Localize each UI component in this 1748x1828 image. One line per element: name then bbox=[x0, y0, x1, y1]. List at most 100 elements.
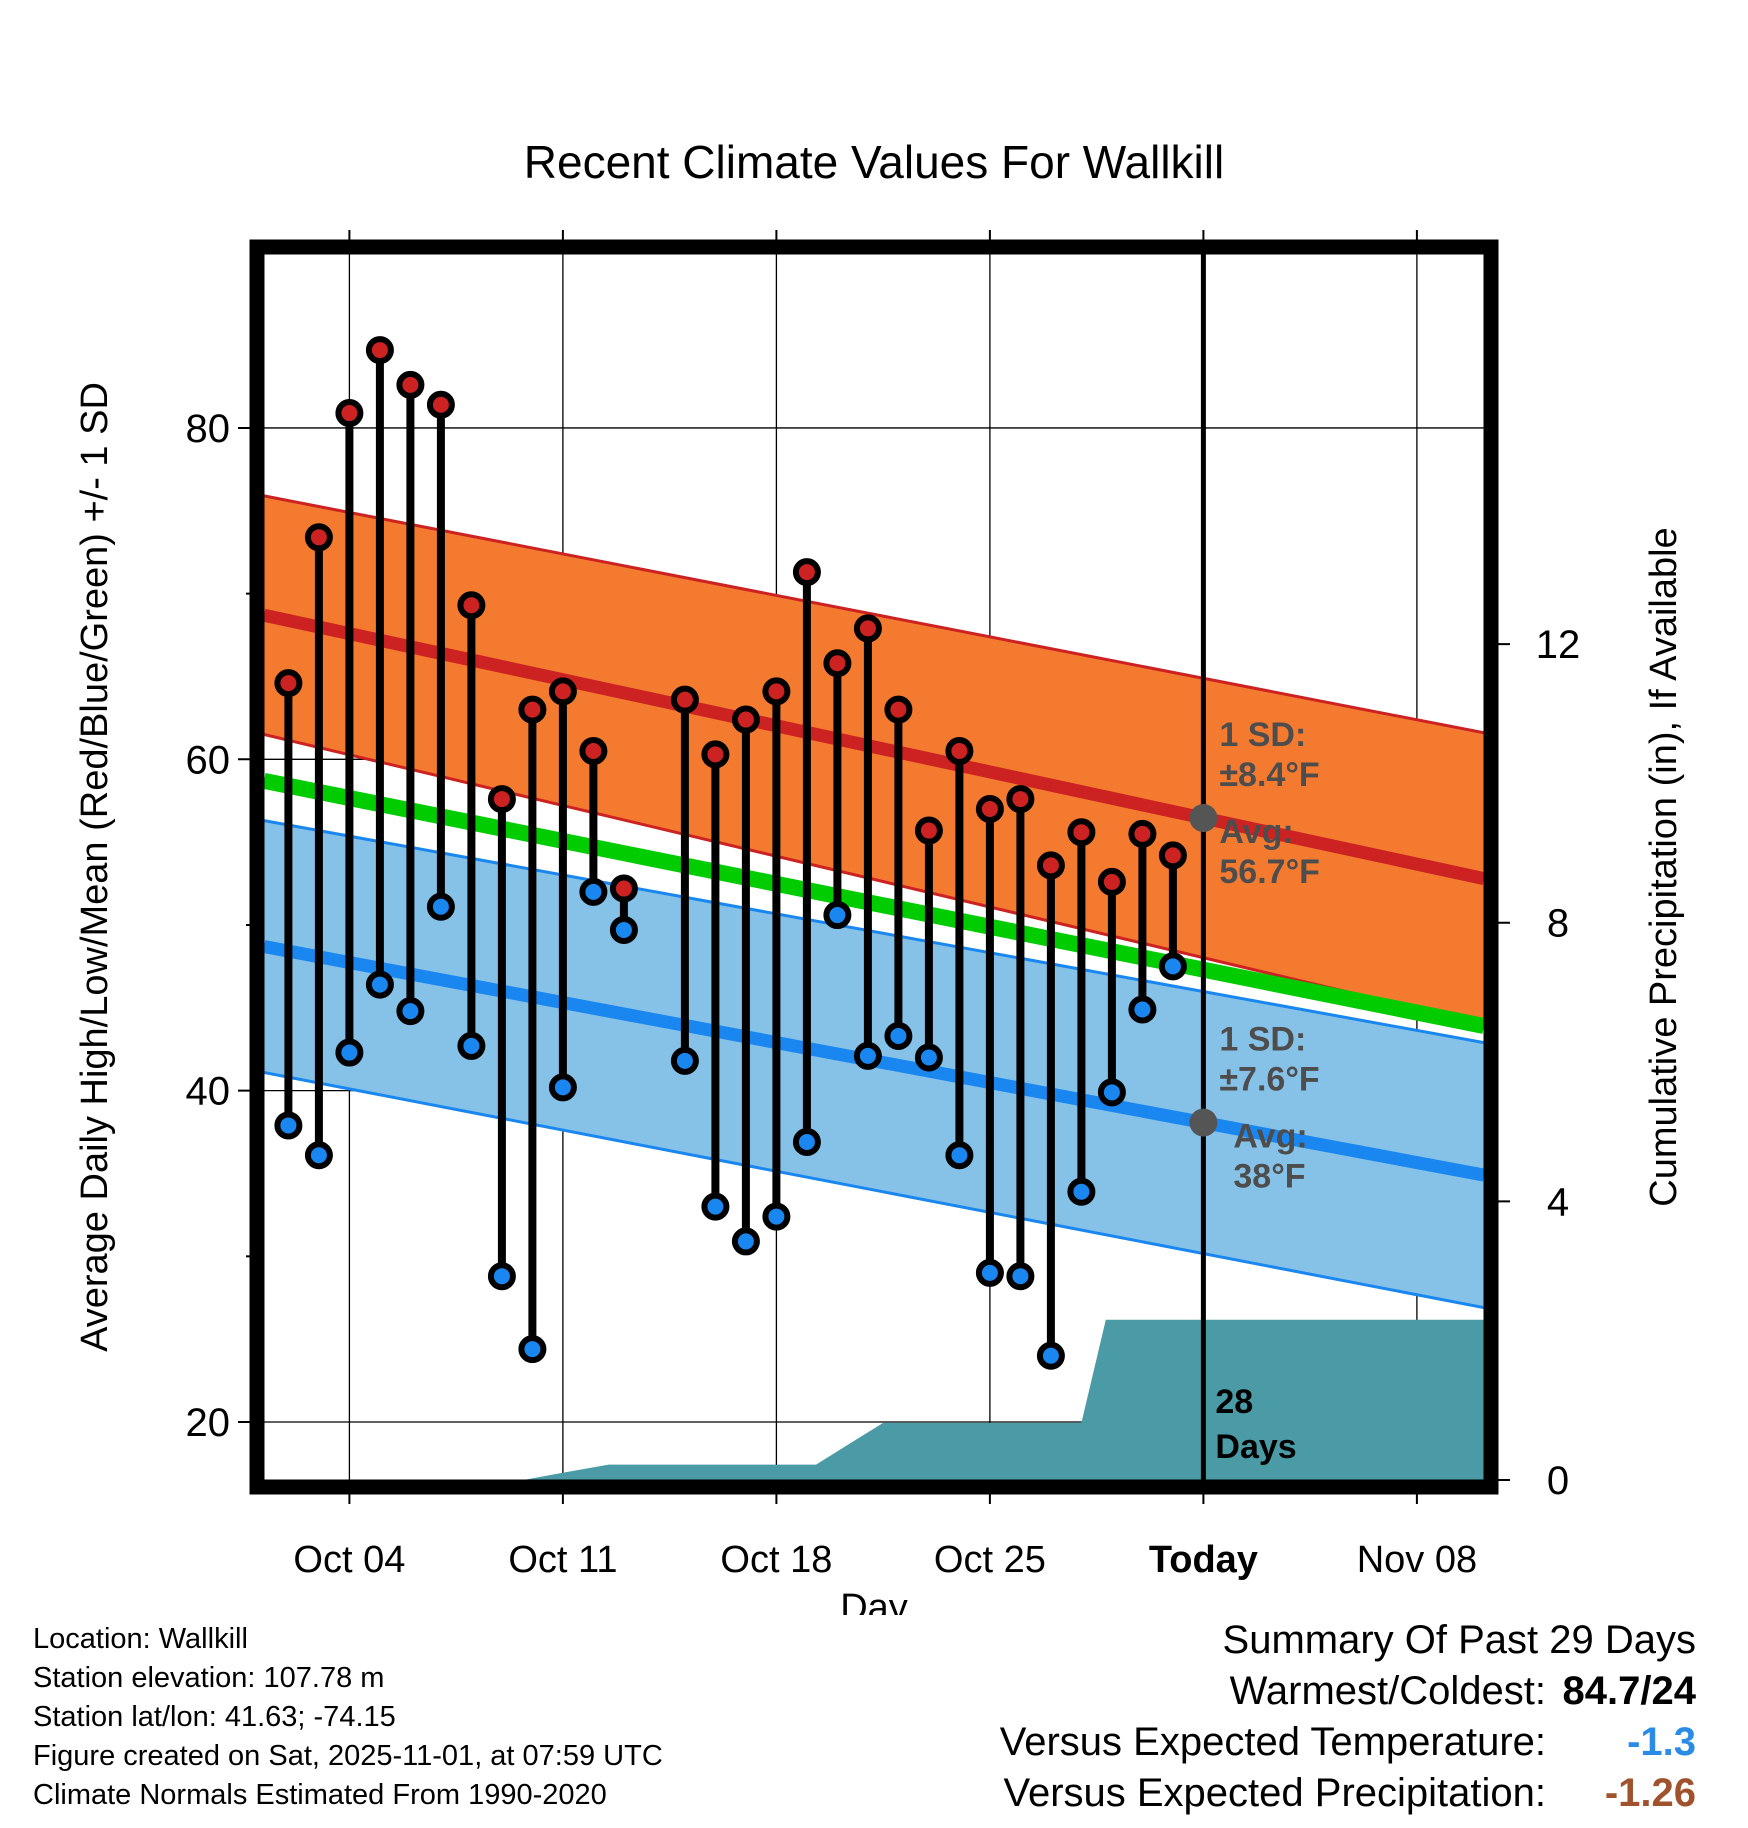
daily-low-point bbox=[1036, 1341, 1065, 1370]
daily-high-point bbox=[884, 695, 913, 724]
daily-high-point bbox=[1128, 819, 1157, 848]
y-tick-label: 60 bbox=[186, 738, 231, 782]
daily-temperature-points bbox=[274, 336, 1187, 1370]
daily-low-point bbox=[823, 901, 852, 930]
daily-low-point bbox=[579, 877, 608, 906]
daily-low-point bbox=[670, 1046, 699, 1075]
x-tick-label: Nov 08 bbox=[1357, 1539, 1477, 1581]
daily-high-point bbox=[274, 669, 303, 698]
days-count-label: Days bbox=[1215, 1428, 1296, 1466]
daily-high-point bbox=[548, 677, 577, 706]
daily-low-point bbox=[853, 1041, 882, 1070]
location-text: Location: Wallkill bbox=[33, 1623, 248, 1655]
low-sd-value: ±7.6°F bbox=[1219, 1061, 1319, 1099]
daily-low-point bbox=[1097, 1078, 1126, 1107]
daily-low-point bbox=[487, 1262, 516, 1291]
y2-axis-label: Cumulative Precipitation (in), If Availa… bbox=[1643, 527, 1685, 1206]
summary-panel: Summary Of Past 29 Days Warmest/Coldest:… bbox=[1000, 1618, 1696, 1822]
daily-low-point bbox=[975, 1258, 1004, 1287]
climate-chart: Recent Climate Values For Wallkill Oct 0… bbox=[74, 136, 1685, 1615]
x-tick-label: Oct 18 bbox=[720, 1539, 832, 1581]
daily-low-point bbox=[701, 1192, 730, 1221]
daily-low-point bbox=[1158, 952, 1187, 981]
warmest-label: Warmest/Coldest: bbox=[1229, 1669, 1546, 1713]
precip-delta-row: Versus Expected Precipitation: -1.26 bbox=[1000, 1771, 1696, 1822]
daily-low-point bbox=[731, 1227, 760, 1256]
x-axis-label: Day bbox=[840, 1587, 908, 1615]
daily-high-point bbox=[1097, 867, 1126, 896]
chart-title: Recent Climate Values For Wallkill bbox=[524, 136, 1224, 188]
daily-low-point bbox=[1128, 995, 1157, 1024]
daily-high-point bbox=[853, 614, 882, 643]
daily-high-point bbox=[365, 336, 394, 365]
daily-high-point bbox=[335, 399, 364, 428]
high-sd-label: 1 SD: bbox=[1219, 716, 1306, 754]
warmest-value: 84.7/24 bbox=[1562, 1669, 1696, 1713]
daily-low-point bbox=[518, 1335, 547, 1364]
x-tick-label: Today bbox=[1149, 1539, 1258, 1581]
y2-tick-label: 8 bbox=[1547, 902, 1569, 946]
high-sd-value: ±8.4°F bbox=[1219, 756, 1319, 794]
normal-high-line bbox=[264, 608, 1484, 885]
x-tick-label: Oct 04 bbox=[293, 1539, 405, 1581]
daily-low-point bbox=[1006, 1262, 1035, 1291]
temp-delta-row: Versus Expected Temperature: -1.3 bbox=[1000, 1720, 1696, 1771]
daily-low-point bbox=[914, 1043, 943, 1072]
daily-high-point bbox=[762, 677, 791, 706]
plot-frame bbox=[249, 239, 1499, 1495]
today-high-avg-marker bbox=[1189, 804, 1218, 833]
temp-delta-value: -1.3 bbox=[1627, 1720, 1696, 1764]
x-tick-label: Oct 11 bbox=[508, 1539, 617, 1581]
normal-low-band-lower-edge bbox=[264, 1070, 1484, 1310]
normal-high-band-lower-edge bbox=[264, 733, 1484, 1026]
daily-high-point bbox=[457, 591, 486, 620]
y-tick-label: 20 bbox=[186, 1401, 231, 1445]
y2-tick-label: 4 bbox=[1547, 1180, 1569, 1224]
latlon-text: Station lat/lon: 41.63; -74.15 bbox=[33, 1701, 396, 1733]
daily-low-point bbox=[365, 970, 394, 999]
daily-low-point bbox=[762, 1202, 791, 1231]
summary-title-row: Summary Of Past 29 Days bbox=[1000, 1618, 1696, 1669]
today-low-avg-marker bbox=[1189, 1108, 1218, 1137]
y2-tick-label: 12 bbox=[1536, 623, 1581, 667]
normals-text: Climate Normals Estimated From 1990-2020 bbox=[33, 1779, 607, 1811]
y-axis-label: Average Daily High/Low/Mean (Red/Blue/Gr… bbox=[74, 382, 116, 1352]
daily-low-point bbox=[457, 1031, 486, 1060]
low-avg-value: 38°F bbox=[1233, 1158, 1305, 1196]
daily-high-point bbox=[1067, 818, 1096, 847]
daily-low-point bbox=[609, 915, 638, 944]
daily-high-point bbox=[304, 523, 333, 552]
daily-low-point bbox=[945, 1141, 974, 1170]
daily-low-point bbox=[274, 1111, 303, 1140]
y2-tick-label: 0 bbox=[1547, 1459, 1569, 1503]
daily-high-point bbox=[426, 390, 455, 419]
daily-high-point bbox=[1158, 841, 1187, 870]
daily-high-point bbox=[1036, 851, 1065, 880]
daily-low-point bbox=[396, 997, 425, 1026]
low-sd-label: 1 SD: bbox=[1219, 1021, 1306, 1059]
daily-high-point bbox=[396, 370, 425, 399]
elevation-text: Station elevation: 107.78 m bbox=[33, 1662, 385, 1694]
y-tick-label: 40 bbox=[186, 1070, 231, 1114]
summary-title: Summary Of Past 29 Days bbox=[1222, 1618, 1696, 1662]
daily-high-point bbox=[823, 649, 852, 678]
created-text: Figure created on Sat, 2025-11-01, at 07… bbox=[33, 1740, 663, 1772]
high-avg-label: Avg: bbox=[1219, 813, 1293, 851]
daily-low-point bbox=[426, 892, 455, 921]
normal-low-band-upper-edge bbox=[264, 819, 1484, 1045]
daily-high-point bbox=[609, 874, 638, 903]
low-avg-label: Avg: bbox=[1233, 1118, 1307, 1156]
x-tick-label: Oct 25 bbox=[934, 1539, 1046, 1581]
daily-high-point bbox=[487, 785, 516, 814]
daily-high-point bbox=[1006, 785, 1035, 814]
daily-low-point bbox=[1067, 1177, 1096, 1206]
daily-high-point bbox=[945, 737, 974, 766]
normal-mean-line bbox=[264, 773, 1484, 1034]
daily-high-point bbox=[914, 816, 943, 845]
daily-high-point bbox=[792, 558, 821, 587]
temp-delta-label: Versus Expected Temperature: bbox=[999, 1720, 1546, 1764]
daily-high-point bbox=[670, 685, 699, 714]
station-info: Location: Wallkill Station elevation: 10… bbox=[33, 1620, 663, 1815]
days-count-value: 28 bbox=[1215, 1383, 1253, 1421]
